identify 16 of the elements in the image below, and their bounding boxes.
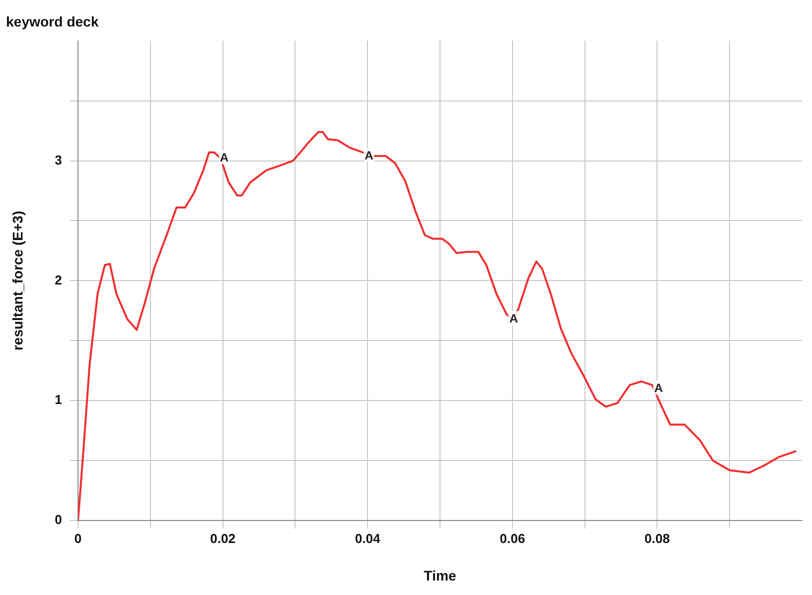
annotation: A [654,380,664,395]
x-tick-label: 0.02 [210,530,236,546]
annotation: A [509,311,518,326]
x-tick-label: 0 [74,530,82,546]
chart-title: keyword deck [6,13,99,30]
y-axis-title: resultant_force (E+3) [9,210,26,351]
y-tick-label: 3 [54,152,62,168]
x-axis-title: Time [424,567,456,584]
annotation: A [364,148,374,162]
x-tick-label: 0.08 [644,530,670,546]
y-tick-label: 1 [54,392,62,408]
x-tick-label: 0.06 [500,530,526,546]
y-tick-label: 2 [54,272,62,288]
x-tick-label: 0.04 [354,530,382,546]
annotation: A [220,150,229,165]
y-tick-label: 0 [54,512,62,528]
